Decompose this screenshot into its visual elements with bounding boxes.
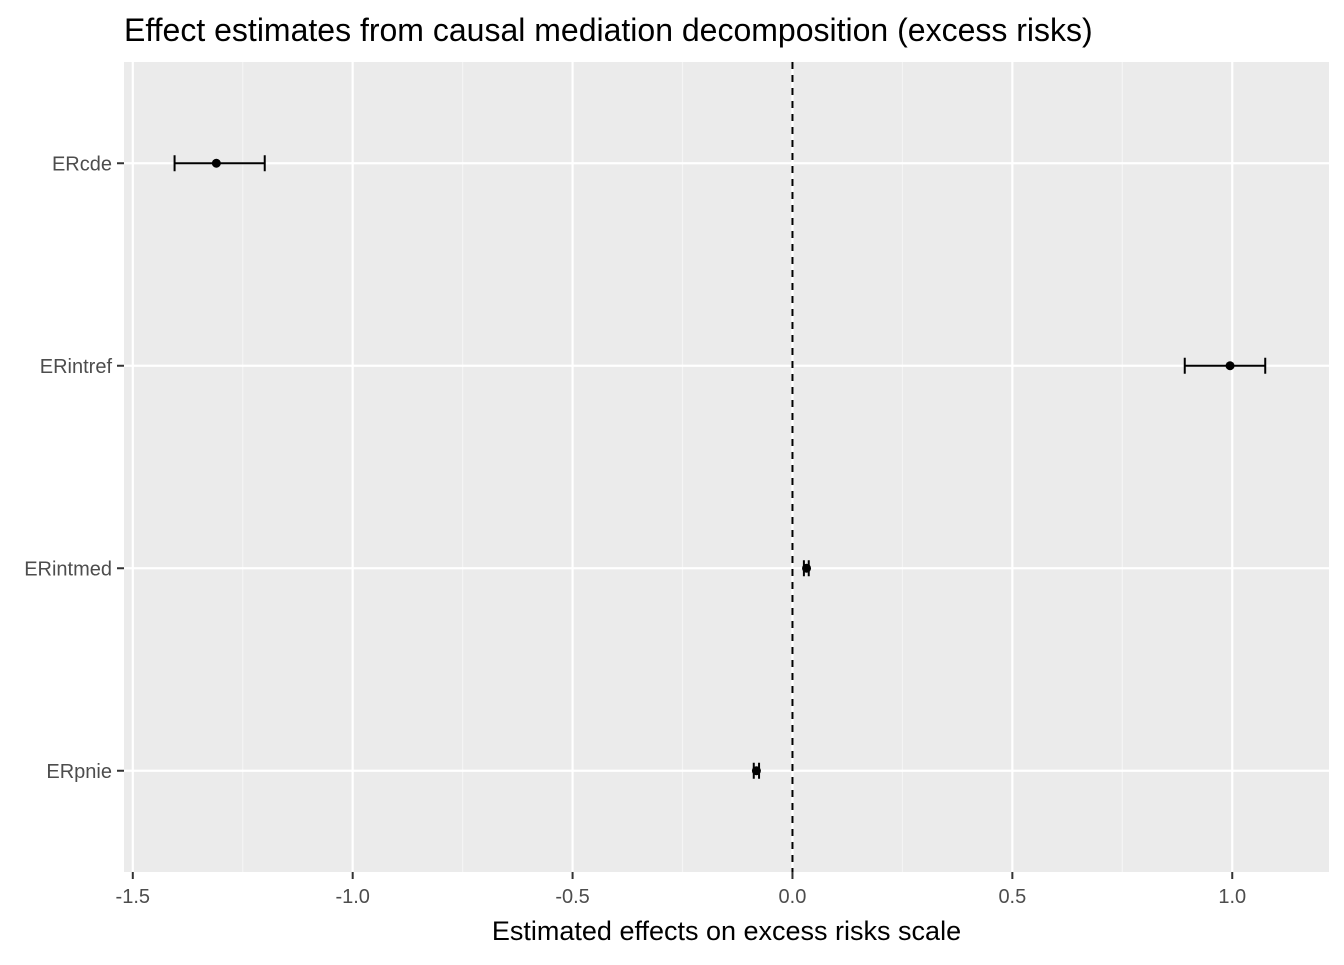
x-tick-label: 1.0 bbox=[1218, 886, 1246, 908]
chart-title: Effect estimates from causal mediation d… bbox=[124, 12, 1093, 48]
y-axis: ERcde ERintref ERintmed ERpnie bbox=[24, 153, 124, 783]
plot-panel bbox=[124, 62, 1329, 872]
x-tick-label: -0.5 bbox=[555, 886, 589, 908]
x-tick-label: 0.5 bbox=[998, 886, 1026, 908]
point-estimates bbox=[173, 155, 1267, 779]
y-tick-label: ERpnie bbox=[46, 761, 112, 783]
point-ERintmed bbox=[802, 563, 812, 573]
x-tick-label: -1.0 bbox=[335, 886, 369, 908]
x-tick-label: 0.0 bbox=[779, 886, 807, 908]
point-ERcde bbox=[211, 158, 221, 168]
major-gridlines bbox=[124, 62, 1329, 872]
x-axis: -1.5 -1.0 -0.5 0.0 0.5 1.0 bbox=[116, 872, 1246, 908]
point-ERintref bbox=[1225, 361, 1235, 371]
x-tick-label: -1.5 bbox=[116, 886, 150, 908]
y-tick-label: ERintmed bbox=[24, 558, 112, 580]
y-tick-label: ERintref bbox=[40, 356, 113, 378]
x-axis-title: Estimated effects on excess risks scale bbox=[492, 916, 961, 946]
minor-gridlines bbox=[242, 62, 1123, 872]
point-ERpnie bbox=[751, 766, 761, 776]
y-tick-label: ERcde bbox=[52, 153, 112, 175]
